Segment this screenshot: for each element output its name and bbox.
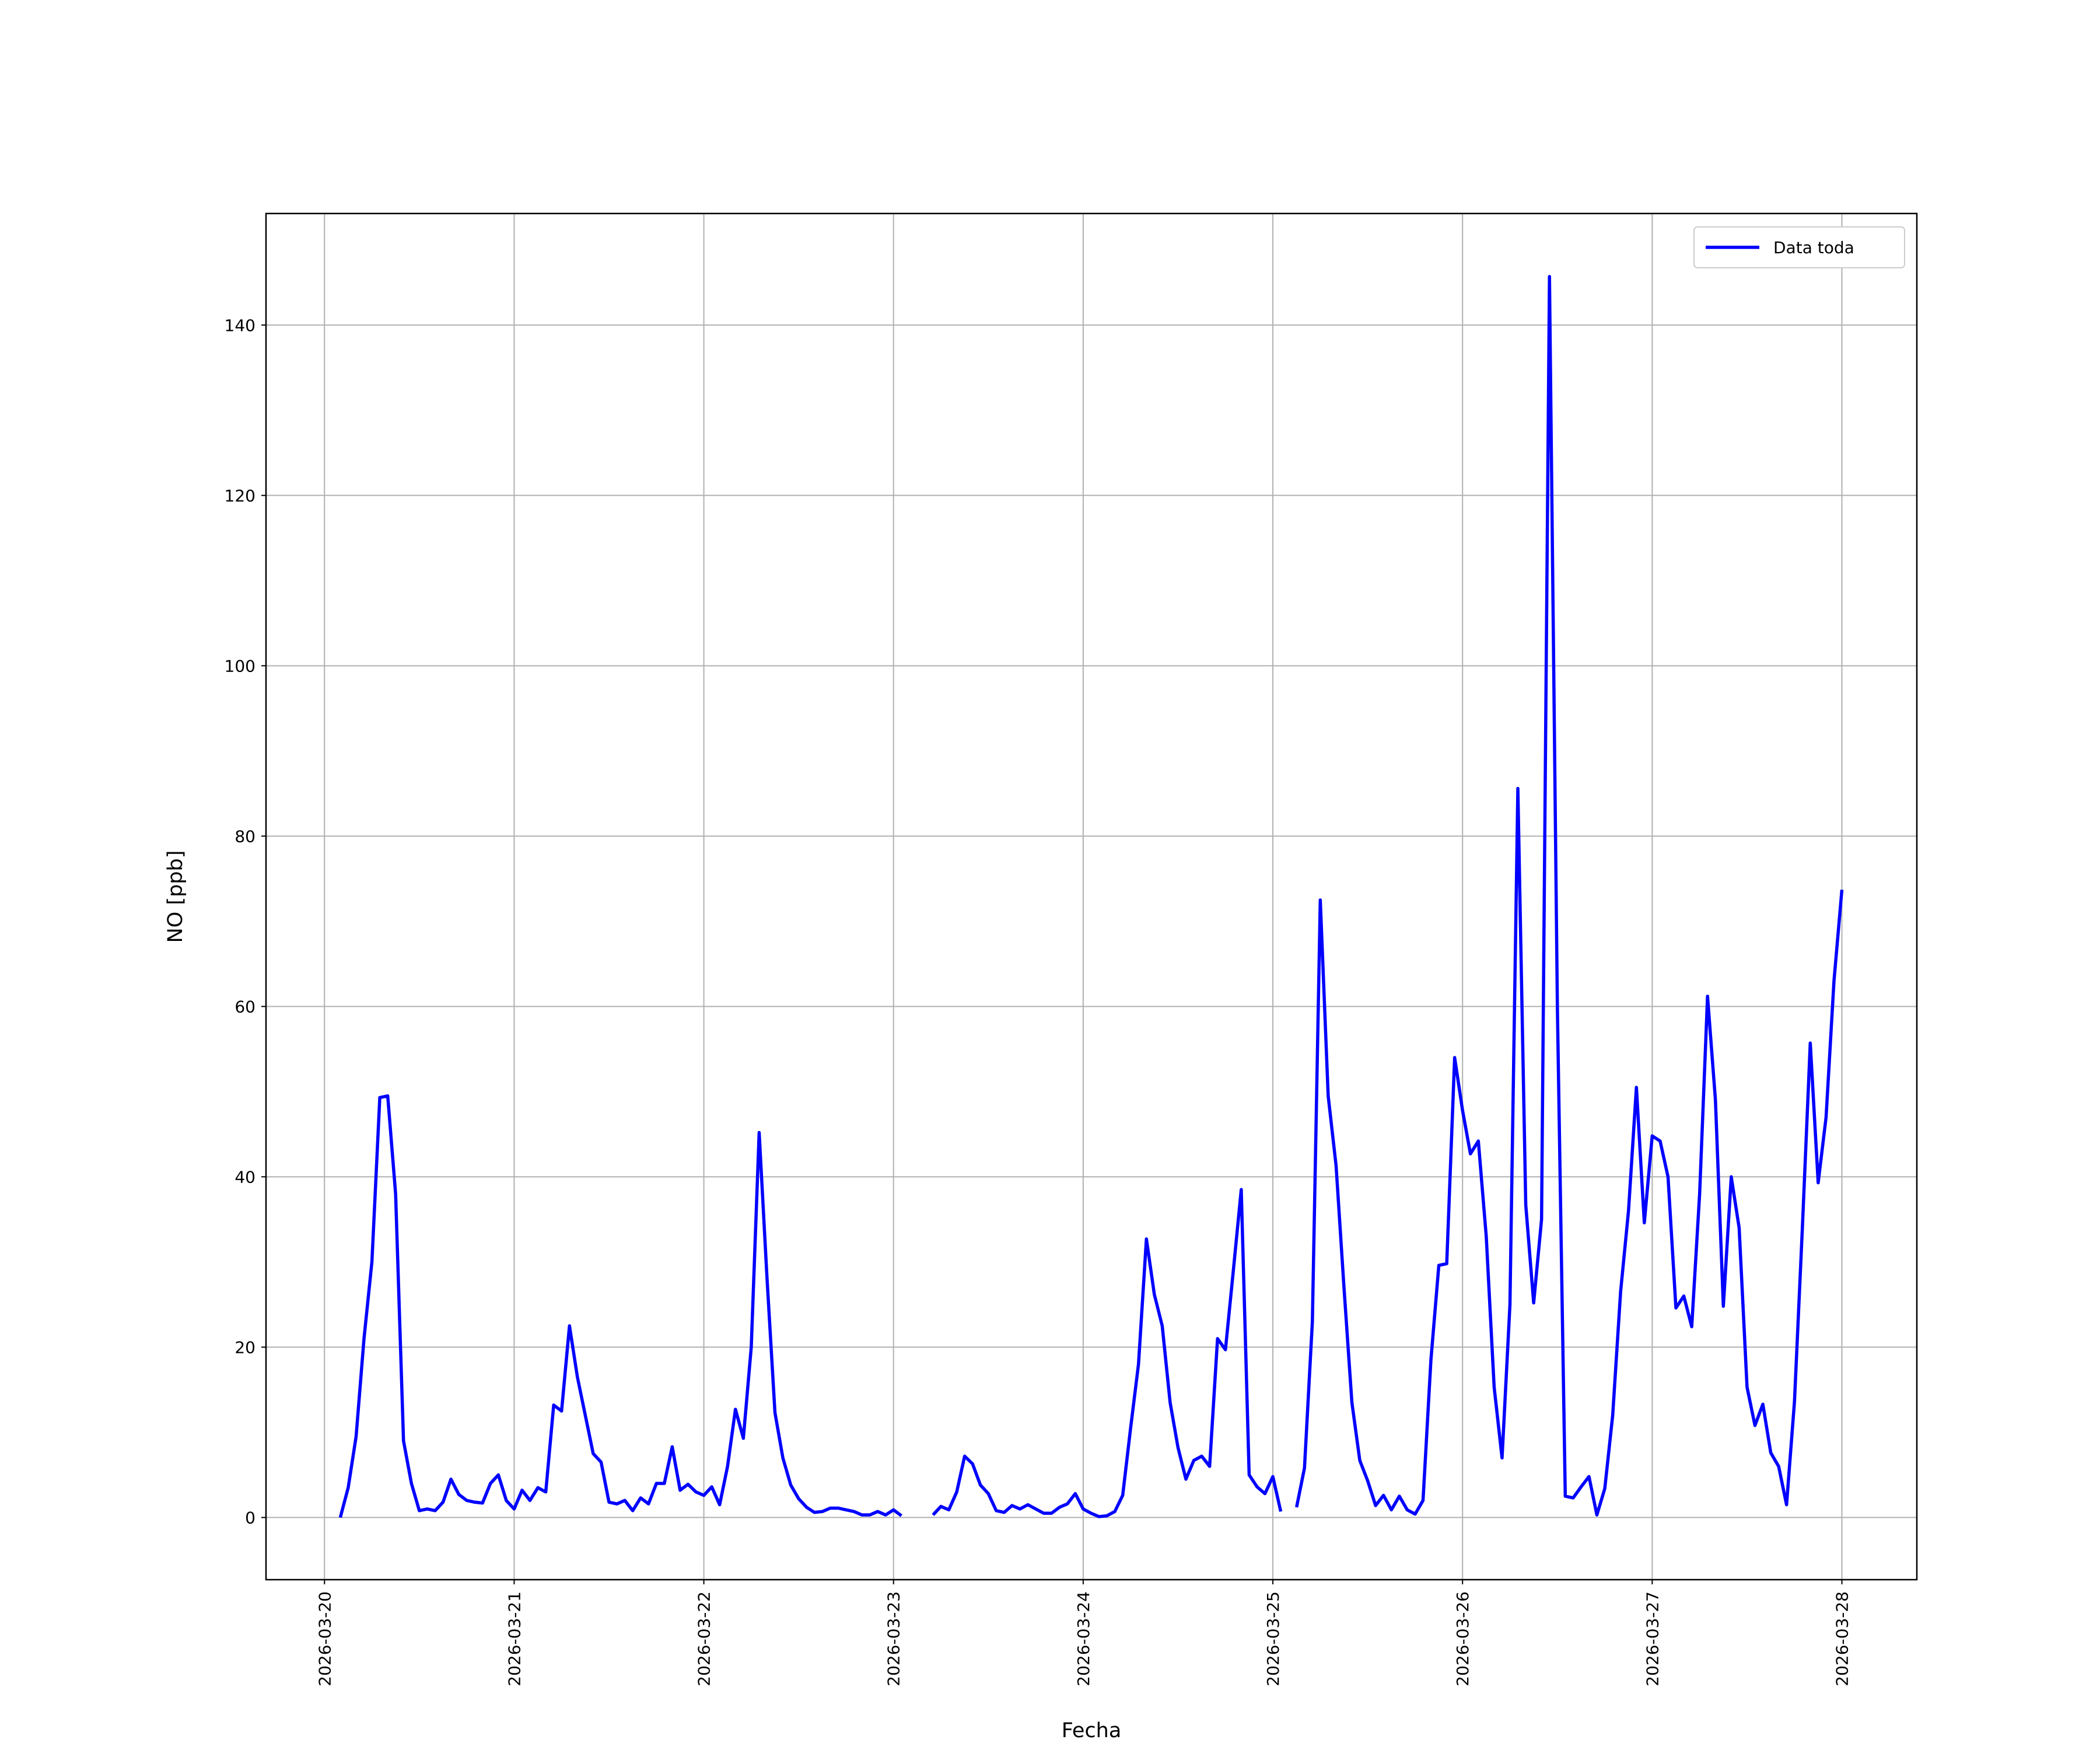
y-tick-label: 100 xyxy=(225,656,256,676)
x-tick-label: 2026-03-26 xyxy=(1453,1591,1472,1686)
y-tick-label: 80 xyxy=(235,827,256,846)
x-tick-label: 2026-03-22 xyxy=(695,1591,714,1686)
y-tick-label: 60 xyxy=(235,997,256,1016)
legend-box xyxy=(1693,226,1905,268)
x-tick-label: 2026-03-23 xyxy=(884,1591,904,1686)
y-tick-label: 0 xyxy=(245,1508,256,1527)
x-tick-label: 2026-03-27 xyxy=(1643,1591,1662,1686)
legend-label: Data toda xyxy=(1773,238,1854,257)
x-tick-label: 2026-03-20 xyxy=(315,1591,334,1686)
x-tick-label: 2026-03-25 xyxy=(1264,1591,1283,1686)
x-tick-label: 2026-03-21 xyxy=(505,1591,524,1686)
y-tick-label: 120 xyxy=(225,486,256,505)
data-line xyxy=(338,275,1844,1518)
plot-frame xyxy=(265,212,1918,1581)
y-tick-label: 140 xyxy=(225,316,256,335)
y-axis-label: NO [ppb] xyxy=(164,850,187,943)
legend: Data toda xyxy=(1693,226,1905,268)
x-tick-label: 2026-03-24 xyxy=(1074,1591,1093,1686)
y-tick-label: 20 xyxy=(235,1338,256,1357)
x-tick-label: 2026-03-28 xyxy=(1833,1591,1852,1686)
x-axis-label: Fecha xyxy=(1062,1719,1122,1742)
y-tick-label: 40 xyxy=(235,1167,256,1186)
